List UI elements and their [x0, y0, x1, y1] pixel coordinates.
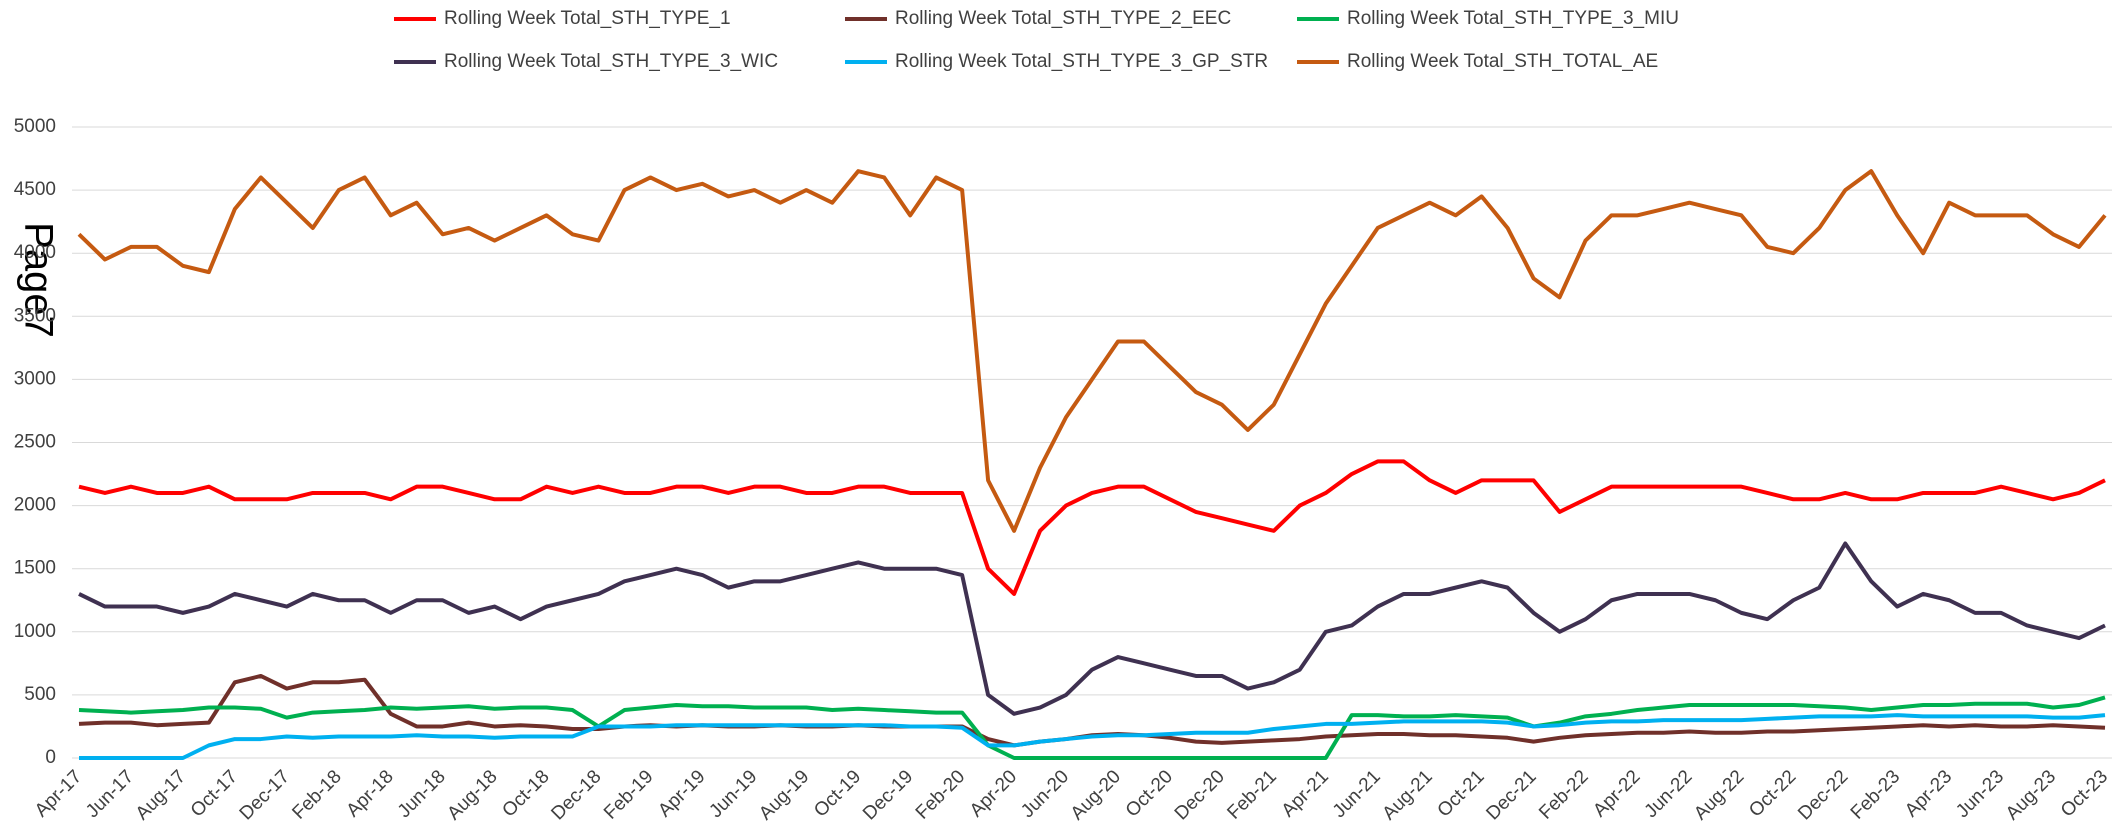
y-tick-label: 2000 — [14, 495, 56, 516]
x-tick-label: Aug-18 — [443, 766, 501, 824]
legend-label: Rolling Week Total_STH_TYPE_3_WIC — [444, 51, 778, 72]
x-tick-label: Aug-19 — [755, 766, 813, 824]
y-tick-label: 500 — [24, 684, 56, 705]
y-tick-label: 4500 — [14, 179, 56, 200]
x-tick-label: Aug-21 — [1379, 766, 1437, 824]
x-tick-label: Jun-23 — [1952, 766, 2008, 822]
x-tick-label: Aug-17 — [132, 766, 190, 824]
x-tick-label: Apr-18 — [343, 766, 398, 821]
x-tick-label: Jun-21 — [1329, 766, 1385, 822]
y-tick-label: 1000 — [14, 621, 56, 642]
y-tick-label: 5000 — [14, 116, 56, 137]
x-tick-label: Jun-20 — [1017, 766, 1073, 822]
x-tick-label: Apr-20 — [966, 766, 1021, 821]
x-tick-label: Oct-21 — [1434, 766, 1489, 821]
x-tick-label: Feb-20 — [912, 766, 969, 823]
x-tick-label: Aug-22 — [1690, 766, 1748, 824]
x-tick-label: Apr-21 — [1278, 766, 1333, 821]
x-tick-label: Apr-23 — [1901, 766, 1956, 821]
series-line — [77, 169, 2107, 533]
x-tick-label: Feb-21 — [1223, 766, 1280, 823]
y-tick-label: 3500 — [14, 305, 56, 326]
x-tick-label: Oct-17 — [187, 766, 242, 821]
y-tick-label: 2500 — [14, 432, 56, 453]
legend-label: Rolling Week Total_STH_TYPE_1 — [444, 8, 731, 29]
x-tick-label: Oct-20 — [1122, 766, 1177, 821]
x-tick-label: Dec-22 — [1794, 766, 1852, 824]
series-line — [78, 459, 2106, 596]
x-tick-label: Dec-18 — [547, 766, 605, 824]
x-tick-label: Feb-19 — [600, 766, 657, 823]
legend-label: Rolling Week Total_STH_TYPE_3_MIU — [1347, 8, 1679, 29]
y-tick-label: 4000 — [14, 242, 56, 263]
x-tick-label: Oct-18 — [498, 766, 553, 821]
x-tick-label: Jun-17 — [82, 766, 138, 822]
x-tick-label: Oct-19 — [810, 766, 865, 821]
y-tick-label: 1500 — [14, 558, 56, 579]
x-tick-label: Aug-20 — [1067, 766, 1125, 824]
x-tick-label: Dec-21 — [1482, 766, 1540, 824]
x-tick-label: Apr-19 — [654, 766, 709, 821]
x-tick-label: Jun-18 — [394, 766, 450, 822]
x-tick-label: Dec-20 — [1171, 766, 1229, 824]
x-tick-label: Feb-22 — [1535, 766, 1592, 823]
series-line — [78, 541, 2106, 716]
x-tick-label: Feb-18 — [288, 766, 345, 823]
series-line — [79, 713, 2106, 760]
x-tick-label: Aug-23 — [2002, 766, 2060, 824]
x-tick-label: Dec-17 — [236, 766, 294, 824]
x-tick-label: Apr-22 — [1589, 766, 1644, 821]
page-label: Page7 — [16, 222, 60, 338]
legend-label: Rolling Week Total_STH_TOTAL_AE — [1347, 51, 1658, 72]
x-tick-label: Apr-17 — [31, 766, 86, 821]
x-tick-label: Jun-19 — [705, 766, 761, 822]
y-tick-label: 0 — [45, 747, 56, 768]
y-tick-label: 3000 — [14, 368, 56, 389]
series-line — [78, 695, 2106, 760]
legend-label: Rolling Week Total_STH_TYPE_2_EEC — [895, 8, 1231, 29]
legend-label: Rolling Week Total_STH_TYPE_3_GP_STR — [895, 51, 1268, 72]
x-tick-label: Feb-23 — [1847, 766, 1904, 823]
x-tick-label: Dec-19 — [859, 766, 917, 824]
x-tick-label: Oct-23 — [2057, 766, 2112, 821]
x-tick-label: Jun-22 — [1641, 766, 1697, 822]
x-tick-label: Oct-22 — [1745, 766, 1800, 821]
